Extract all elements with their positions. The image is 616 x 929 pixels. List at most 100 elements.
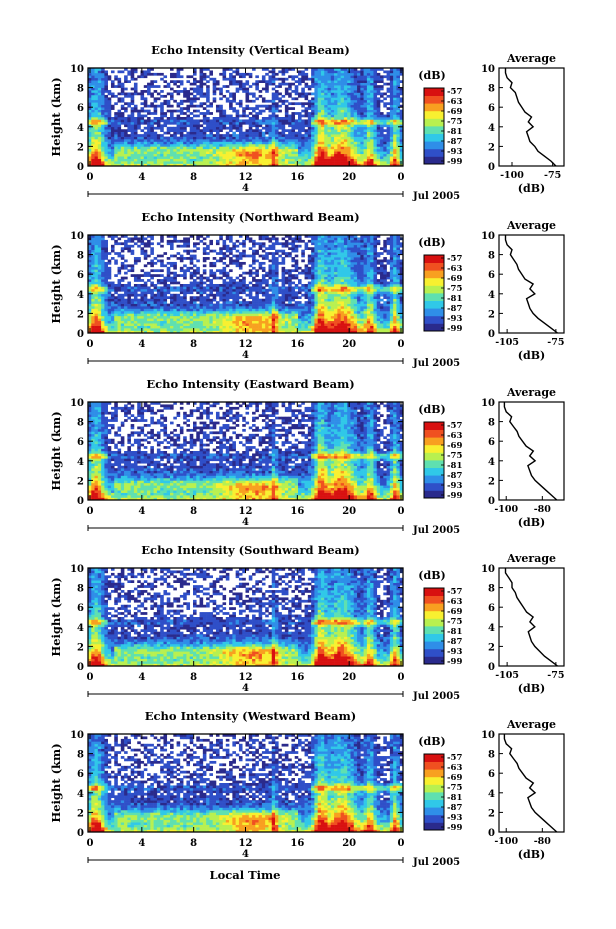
heatmap-cell — [209, 121, 213, 125]
heatmap-cell — [258, 301, 263, 304]
heatmap-cell — [143, 126, 148, 130]
heatmap-cell — [340, 85, 345, 88]
heatmap-cell — [320, 129, 325, 132]
heatmap-cell — [225, 274, 230, 277]
heatmap-cell — [173, 239, 177, 243]
heatmap-cell — [291, 131, 296, 135]
heatmap-cell — [176, 286, 181, 290]
heatmap-cell — [117, 323, 122, 326]
heatmap-cell — [281, 281, 286, 285]
heatmap-cell — [166, 131, 171, 135]
heatmap-cell — [357, 99, 361, 103]
heatmap-cell — [88, 94, 92, 98]
heatmap-cell — [275, 298, 279, 302]
heatmap-cell — [278, 291, 282, 295]
heatmap-cell — [160, 303, 164, 307]
heatmap-cell — [163, 291, 168, 295]
heatmap-cell — [353, 92, 358, 96]
heatmap-cell — [101, 242, 105, 246]
heatmap-cell — [202, 242, 207, 246]
heatmap-cell — [133, 328, 138, 331]
heatmap-cell — [163, 143, 168, 147]
heatmap-cell — [114, 151, 118, 155]
heatmap-cell — [261, 235, 266, 238]
heatmap-cell — [340, 77, 345, 81]
heatmap-cell — [314, 136, 318, 140]
heatmap-cell — [212, 87, 217, 91]
heatmap-cell — [347, 75, 351, 79]
heatmap-cell — [278, 124, 282, 128]
heatmap-cell — [252, 239, 256, 243]
heatmap-cell — [150, 112, 154, 115]
heatmap-cell — [206, 293, 210, 297]
heatmap-cell — [97, 261, 102, 265]
heatmap-cell — [252, 288, 256, 292]
heatmap-cell — [130, 139, 135, 142]
heatmap-cell — [193, 124, 197, 128]
heatmap-cell — [347, 102, 351, 106]
heatmap-cell — [179, 310, 184, 314]
heatmap-cell — [94, 269, 99, 273]
heatmap-cell — [383, 136, 387, 140]
heatmap-cell — [140, 102, 145, 106]
heatmap-cell — [209, 129, 213, 132]
heatmap-cell — [334, 114, 338, 118]
heatmap-cell — [340, 163, 345, 167]
heatmap-cell — [110, 131, 115, 135]
heatmap-cell — [396, 143, 401, 147]
heatmap-cell — [202, 102, 207, 106]
heatmap-cell — [196, 92, 200, 96]
heatmap-cell — [373, 161, 378, 164]
heatmap-cell — [163, 293, 168, 297]
heatmap-cell — [317, 90, 322, 93]
heatmap-cell — [107, 141, 112, 145]
heatmap-cell — [248, 163, 253, 167]
heatmap-cell — [186, 252, 191, 255]
heatmap-cell — [301, 163, 305, 167]
heatmap-cell — [110, 94, 115, 98]
heatmap-cell — [347, 72, 351, 76]
heatmap-cell — [383, 163, 387, 167]
heatmap-cell — [199, 70, 204, 74]
heatmap-cell — [265, 68, 269, 71]
heatmap-cell — [202, 328, 207, 331]
heatmap-cell — [245, 158, 250, 162]
heatmap-cell — [294, 134, 299, 137]
heatmap-cell — [117, 82, 122, 86]
heatmap-cell — [314, 92, 318, 96]
heatmap-cell — [127, 151, 131, 155]
heatmap-cell — [130, 249, 135, 253]
heatmap-cell — [324, 163, 328, 167]
heatmap-cell — [120, 325, 125, 329]
heatmap-cell — [176, 148, 181, 152]
heatmap-cell — [301, 87, 305, 91]
heatmap-cell — [363, 151, 368, 155]
heatmap-cell — [91, 163, 95, 167]
heatmap-cell — [353, 163, 358, 167]
heatmap-cell — [91, 148, 95, 152]
heatmap-cell — [160, 286, 164, 290]
heatmap-cell — [366, 68, 371, 71]
heatmap-cell — [166, 158, 171, 162]
heatmap-cell — [133, 325, 138, 329]
heatmap-cell — [206, 257, 210, 260]
heatmap-cell — [133, 288, 138, 292]
heatmap-cell — [284, 151, 289, 155]
heatmap-cell — [281, 119, 286, 123]
heatmap-cell — [101, 143, 105, 147]
heatmap-cell — [120, 330, 125, 334]
heatmap-cell — [222, 313, 227, 317]
heatmap-cell — [189, 92, 194, 96]
heatmap-cell — [163, 141, 168, 145]
heatmap-cell — [343, 94, 348, 98]
heatmap-cell — [110, 156, 115, 159]
heatmap-cell — [245, 301, 250, 304]
heatmap-cell — [127, 281, 131, 285]
heatmap-cell — [281, 151, 286, 155]
heatmap-cell — [179, 82, 184, 86]
heatmap-cell — [209, 281, 213, 285]
heatmap-cell — [268, 310, 273, 314]
heatmap-cell — [317, 94, 322, 98]
heatmap-cell — [163, 303, 168, 307]
heatmap-cell — [193, 141, 197, 145]
